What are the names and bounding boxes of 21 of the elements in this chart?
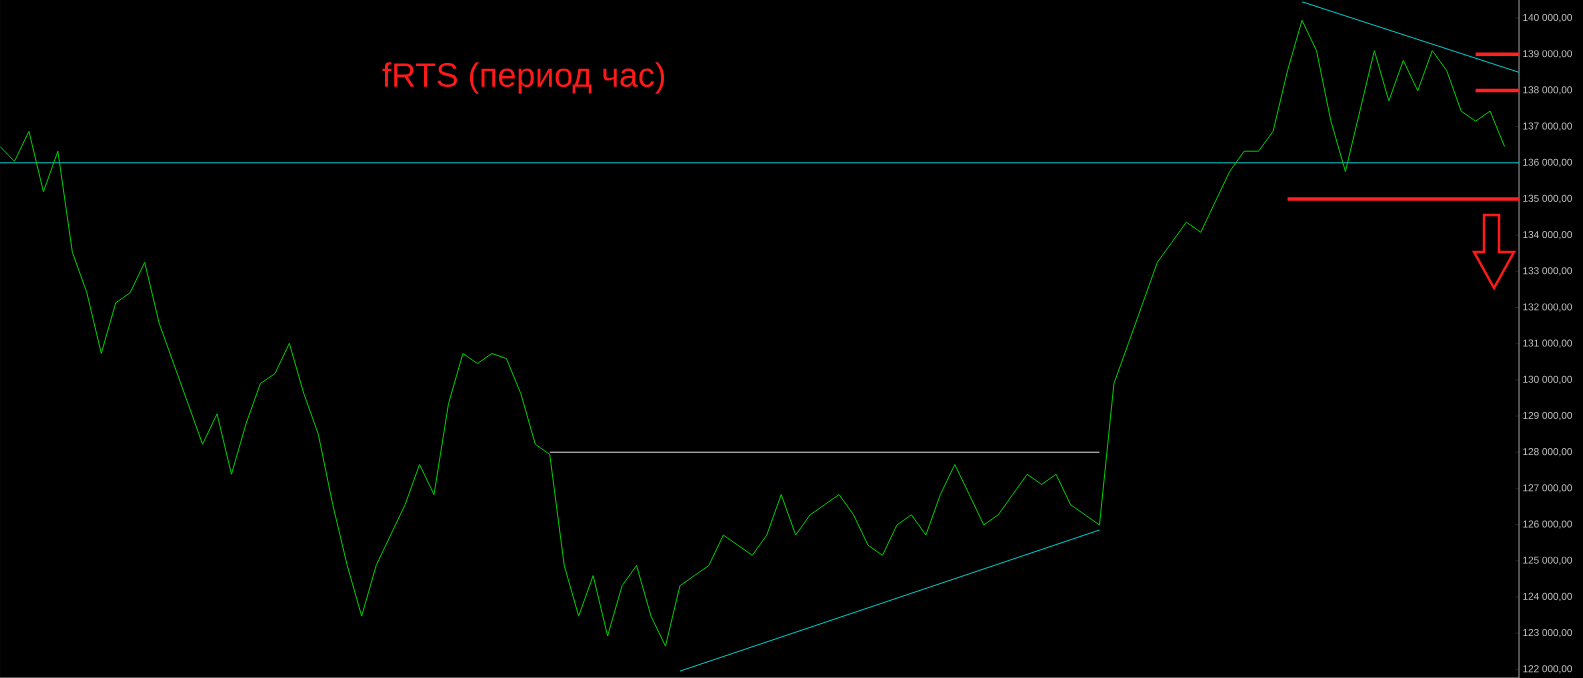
y-tick-label: 129 000,00: [1523, 411, 1572, 421]
text: fRTS (период час): [382, 62, 665, 94]
y-tick-label: 128 000,00: [1523, 448, 1572, 457]
y-tick-label: 126 000,00: [1523, 520, 1572, 529]
y-tick-label: 138 000,00: [1523, 86, 1572, 95]
y-tick-label: 132 000,00: [1523, 303, 1572, 312]
y-tick-label: 122 000,00: [1523, 665, 1572, 674]
y-tick-label: 134 000,00: [1523, 231, 1572, 240]
y-tick-label: 133 000,00: [1523, 267, 1572, 276]
y-tick-label: 131 000,00: [1523, 339, 1572, 348]
y-tick-label: 139 000,00: [1523, 50, 1572, 59]
y-tick-label: 137 000,00: [1523, 122, 1572, 131]
y-tick-label: 124 000,00: [1523, 592, 1572, 602]
y-tick-label: 136 000,00: [1523, 158, 1572, 167]
y-tick-label: 140 000,00: [1523, 13, 1572, 23]
y-tick-label: 127 000,00: [1523, 484, 1572, 493]
y-tick-label: 135 000,00: [1523, 194, 1572, 204]
y-tick-label: 130 000,00: [1523, 375, 1572, 384]
y-tick-label: 125 000,00: [1523, 556, 1572, 565]
y-tick-label: 123 000,00: [1523, 629, 1572, 638]
line-series: [0, 19, 1506, 647]
